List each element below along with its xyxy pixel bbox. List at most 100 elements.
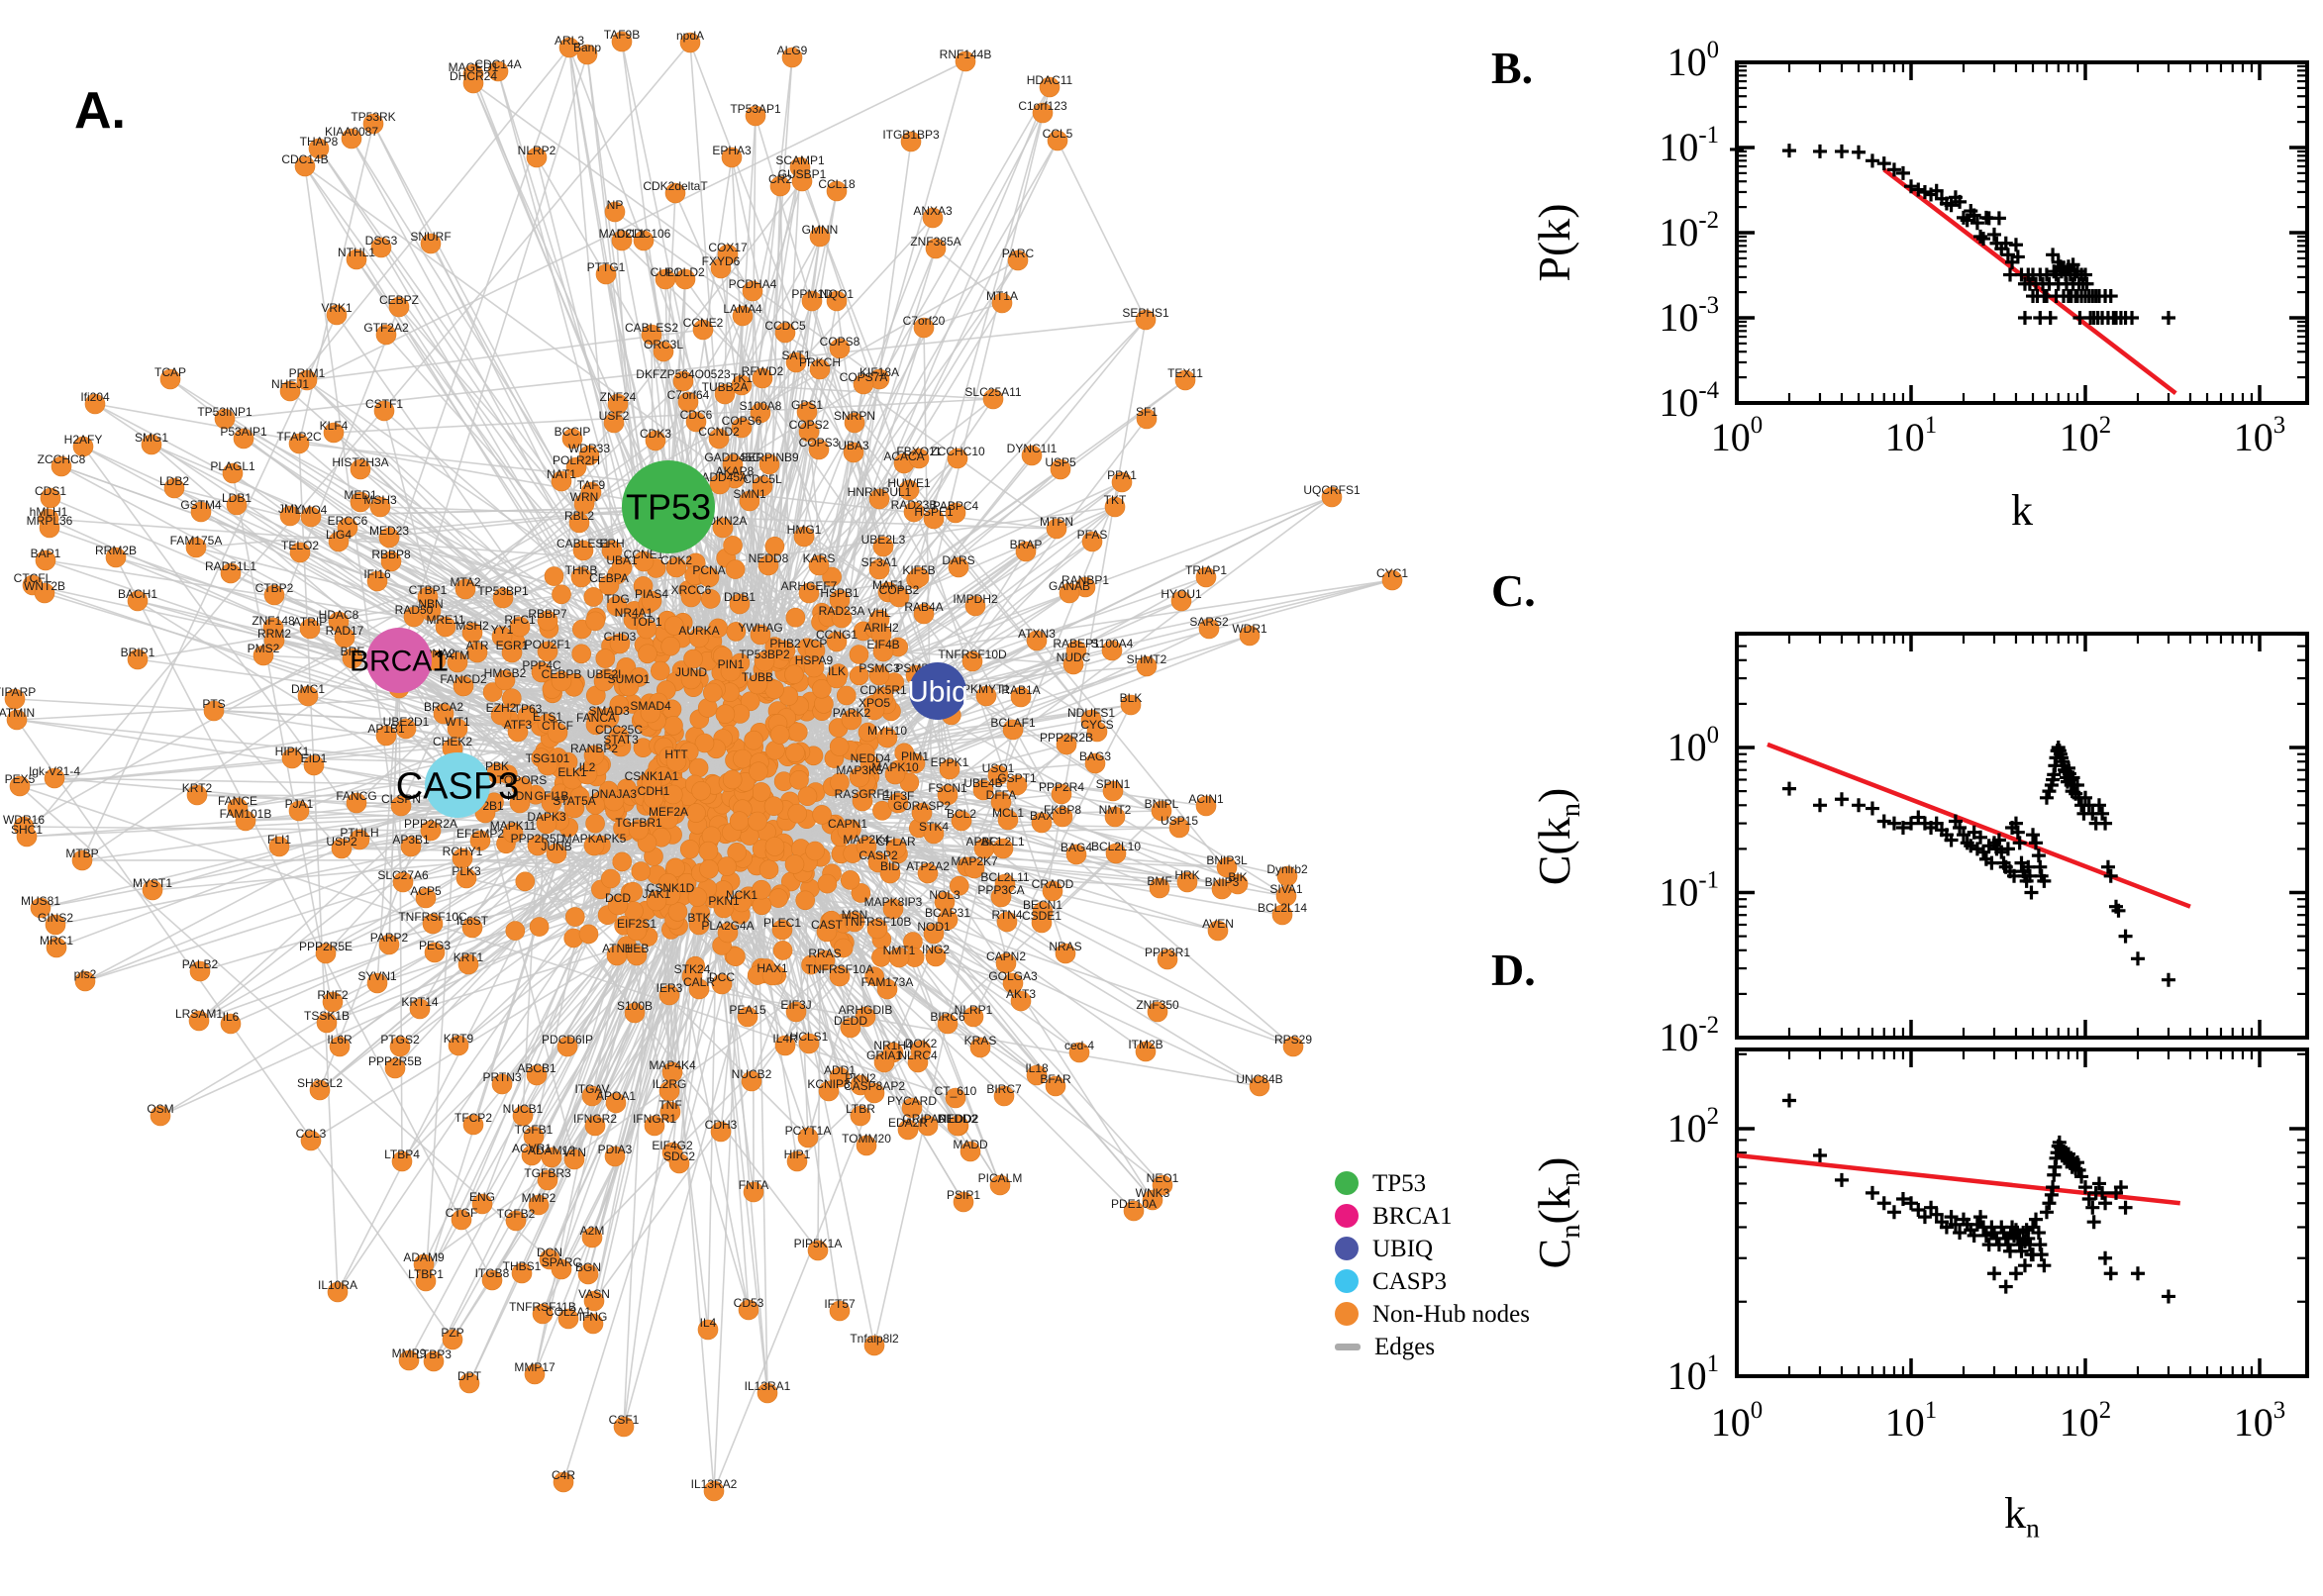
filler-node-layer	[482, 536, 977, 987]
axis-tick-label: 10-3	[1659, 292, 1719, 340]
gene-label: MYH10	[867, 724, 907, 738]
gene-node	[505, 921, 526, 941]
gene-node	[663, 616, 684, 636]
gene-node	[833, 938, 854, 958]
hub-label-ubiq: Ubiq	[907, 676, 968, 709]
gene-label: PPP2R2B	[1040, 731, 1093, 745]
gene-node	[623, 881, 644, 902]
gene-label: RCHY1	[443, 845, 483, 858]
gene-label: C7orf20	[903, 314, 946, 328]
gene-label: MAPK11	[490, 819, 537, 833]
gene-node	[326, 304, 348, 326]
data-point-marker	[1876, 1196, 1891, 1211]
gene-label: PPP3R1	[1145, 946, 1190, 959]
gene-label: CDH3	[705, 1118, 738, 1132]
gene-label: CEBPB	[542, 667, 582, 681]
gene-label: TP53INP1	[197, 405, 252, 419]
network-edge	[549, 994, 670, 1260]
gene-label: GSPT1	[997, 771, 1037, 785]
gene-label: IFNGR2	[573, 1112, 617, 1126]
axis-tick-label: 101	[1667, 1350, 1719, 1398]
gene-label: JUND	[675, 665, 707, 679]
data-point-marker	[1886, 1205, 1901, 1220]
gene-label: SHMT2	[1127, 652, 1167, 666]
gene-label: PARC	[1002, 247, 1035, 260]
data-point-marker	[1852, 145, 1867, 159]
data-point-marker	[2118, 1200, 2133, 1215]
gene-label: SNRPN	[834, 409, 875, 423]
gene-label: RAD23A	[819, 604, 865, 618]
gene-label: IL6R	[327, 1033, 353, 1047]
legend-item-nonhub: Non-Hub nodes	[1335, 1302, 1530, 1327]
gene-label: TGFBR3	[524, 1166, 571, 1180]
legend-item-casp3: CASP3	[1335, 1269, 1530, 1294]
gene-node	[758, 859, 779, 880]
gene-label: KIF5B	[902, 563, 935, 577]
gene-label: GPS1	[791, 398, 823, 412]
gene-node	[604, 201, 626, 223]
gene-node	[544, 566, 564, 586]
data-point-marker	[1991, 211, 2006, 226]
gene-label: DHCR24	[450, 69, 497, 83]
axis-title: C(kn)	[1529, 788, 1586, 886]
gene-label: SMG1	[135, 431, 168, 445]
gene-label: BRIP1	[121, 646, 155, 659]
gene-label: MSH3	[363, 493, 397, 507]
gene-node	[611, 31, 633, 52]
gene-label: ERCC6	[328, 514, 368, 528]
network-edge	[398, 659, 403, 1162]
gene-label: NHEJ1	[271, 377, 309, 391]
gene-label: OSM	[147, 1102, 173, 1116]
network-edge	[307, 440, 656, 697]
network-edge	[81, 522, 580, 861]
gene-label: KARS	[803, 551, 836, 565]
axis-tick-label: 100	[1667, 37, 1719, 84]
gene-label: TP53BP1	[477, 584, 529, 598]
gene-label: RAB1A	[1001, 683, 1040, 697]
gene-label: SMAD4	[630, 699, 671, 713]
gene-label: MAP3K5	[836, 763, 883, 777]
gene-label: NMT2	[1099, 803, 1132, 817]
gene-label: POU2F1	[525, 638, 571, 651]
gene-node	[595, 648, 616, 668]
network-edge	[675, 566, 1239, 885]
gene-node	[836, 685, 857, 706]
gene-label: TCAP	[154, 365, 186, 379]
network-edge	[1057, 140, 1147, 321]
gene-node	[733, 748, 753, 769]
gene-node	[578, 924, 599, 945]
gene-label: BIK	[1228, 870, 1247, 884]
network-edge	[82, 446, 434, 925]
gene-label: HNRNPUL1	[848, 485, 912, 499]
axis-tick-label: 101	[1885, 1397, 1937, 1445]
data-point-marker	[2103, 868, 2118, 883]
gene-label: S100A8	[740, 399, 782, 413]
gene-label: YWHAG	[738, 621, 782, 635]
gene-label: H2AFY	[64, 433, 103, 447]
gene-label: DCD	[605, 891, 631, 905]
network-edge	[298, 443, 339, 1293]
network-edge	[60, 465, 429, 598]
gene-node	[787, 722, 808, 743]
gene-label: VHL	[867, 606, 891, 620]
legend-item-edges: Edges	[1335, 1335, 1530, 1359]
gene-label: TELO2	[281, 539, 319, 552]
data-point-marker	[1973, 1210, 1988, 1225]
plot-frame	[1735, 60, 2309, 405]
gene-node	[768, 888, 788, 908]
gene-label: PDIA3	[598, 1143, 633, 1156]
gene-label: SH3GL2	[297, 1076, 343, 1090]
gene-label: UBE2I	[587, 667, 622, 681]
gene-node	[341, 128, 362, 150]
gene-label: TGFB2	[497, 1207, 536, 1221]
gene-label: PTTG1	[587, 260, 626, 274]
gene-node	[725, 559, 746, 579]
gene-node	[362, 113, 384, 135]
gene-label: JUNB	[541, 840, 571, 853]
gene-label: ZNF148	[252, 614, 295, 628]
plot-frame	[1735, 1047, 2309, 1378]
gene-label: TOMM20	[842, 1132, 891, 1146]
gene-label: AVEN	[1202, 917, 1234, 931]
gene-label: HEB	[625, 942, 650, 955]
gene-label: CDK5R1	[859, 683, 907, 697]
